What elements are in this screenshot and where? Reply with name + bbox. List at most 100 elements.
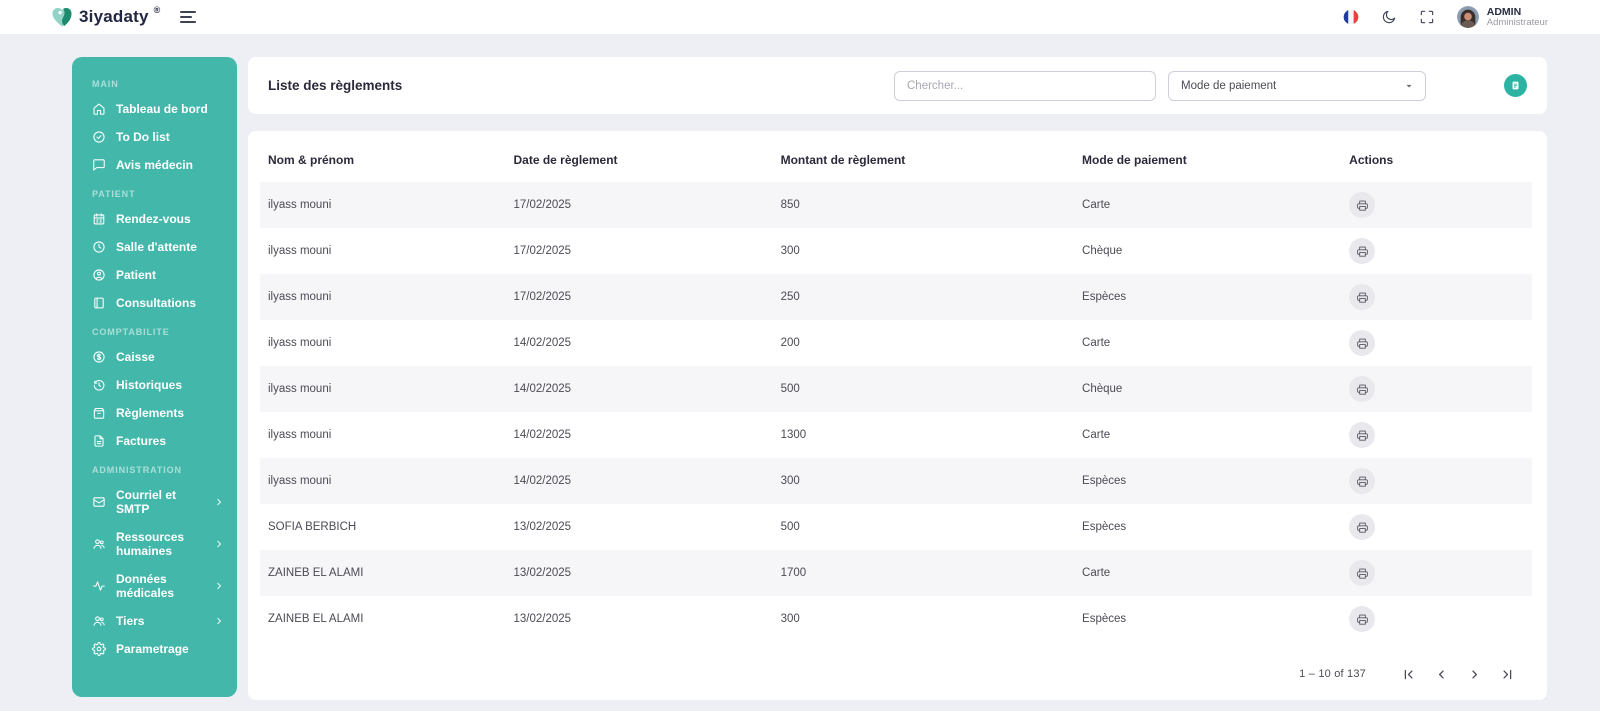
printer-icon (1356, 246, 1368, 257)
sidebar-item-courriel-et-smtp[interactable]: Courriel et SMTP (72, 481, 237, 523)
sidebar-item-label: Tiers (116, 614, 145, 628)
sidebar-item-label: Caisse (116, 350, 155, 364)
export-file-icon (1512, 81, 1519, 90)
sidebar-item-patient[interactable]: Patient (72, 261, 237, 289)
printer-icon (1356, 430, 1368, 441)
table-row: ilyass mouni 17/02/2025 850 Carte (260, 182, 1532, 228)
cell-date: 13/02/2025 (513, 613, 572, 625)
cell-name: ilyass mouni (268, 291, 332, 303)
cell-mode: Espèces (1082, 291, 1127, 303)
sidebar-item-salle-d-attente[interactable]: Salle d'attente (72, 233, 237, 261)
print-button[interactable] (1349, 514, 1376, 540)
payment-mode-select[interactable]: Mode de paiement (1168, 70, 1426, 101)
pagination-range-label: 1 – 10 of 137 (1299, 668, 1366, 680)
sidebar-item-consultations[interactable]: Consultations (72, 289, 237, 317)
topbar: 3iyadaty ® (0, 0, 1600, 34)
print-button[interactable] (1349, 330, 1376, 356)
print-button[interactable] (1349, 560, 1376, 586)
cell-mode: Chèque (1082, 383, 1123, 395)
cell-amount: 300 (780, 613, 800, 625)
archive-icon (92, 406, 106, 420)
sidebar-item-label: Historiques (116, 378, 183, 392)
menu-toggle-button[interactable] (176, 7, 200, 27)
sidebar-item-label: Consultations (116, 296, 196, 310)
table-row: ilyass mouni 14/02/2025 500 Chèque (260, 366, 1532, 412)
fullscreen-icon (1420, 10, 1433, 24)
column-header-montant-de-reglement: Montant de règlement (780, 153, 906, 167)
brand-name: 3iyadaty (79, 7, 149, 26)
people-icon (92, 537, 106, 551)
sidebar-item-donnees-medicales[interactable]: Données médicales (72, 565, 237, 607)
print-button[interactable] (1349, 376, 1376, 402)
sidebar-item-label: To Do list (116, 130, 170, 144)
page-title: Liste des règlements (268, 78, 403, 93)
printer-icon (1356, 384, 1368, 395)
cell-amount: 850 (780, 199, 800, 211)
export-button[interactable] (1504, 74, 1527, 97)
chevron-right-icon (1472, 669, 1477, 679)
first-page-button[interactable] (1392, 660, 1425, 688)
last-page-button[interactable] (1491, 660, 1524, 688)
cell-date: 14/02/2025 (513, 383, 572, 395)
print-button[interactable] (1349, 606, 1376, 632)
sidebar-item-label: Avis médecin (116, 158, 193, 172)
cell-amount: 250 (780, 291, 800, 303)
printer-icon (1356, 522, 1368, 533)
cell-mode: Chèque (1082, 245, 1123, 257)
printer-icon (1356, 200, 1368, 211)
sidebar-item-parametrage[interactable]: Parametrage (72, 635, 237, 663)
chevron-right-icon (214, 616, 224, 626)
sidebar-item-to-do-list[interactable]: To Do list (72, 123, 237, 151)
table-row: ilyass mouni 17/02/2025 300 Chèque (260, 228, 1532, 274)
sidebar-item-label: Courriel et SMTP (116, 488, 177, 516)
chevron-right-icon (214, 497, 224, 507)
sidebar-item-label: Salle d'attente (116, 240, 197, 254)
fullscreen-button[interactable] (1419, 9, 1435, 25)
nav-section-label-patient: PATIENT (92, 189, 136, 199)
dollar-circle-icon (92, 350, 106, 364)
sidebar-item-ressources-humaines[interactable]: Ressources humaines (72, 523, 237, 565)
sidebar-item-tableau-de-bord[interactable]: Tableau de bord (72, 95, 237, 123)
language-flag-button[interactable] (1343, 9, 1359, 25)
cell-mode: Carte (1082, 337, 1111, 349)
cell-actions (1341, 550, 1532, 596)
print-button[interactable] (1349, 238, 1376, 264)
mail-icon (92, 495, 106, 509)
cell-date: 17/02/2025 (513, 199, 572, 211)
dark-mode-toggle[interactable] (1381, 9, 1397, 25)
cell-actions (1341, 320, 1532, 366)
nav-section-label-administration: ADMINISTRATION (92, 465, 182, 475)
sidebar-item-reglements[interactable]: Règlements (72, 399, 237, 427)
cell-name: ilyass mouni (268, 475, 332, 487)
cell-mode: Carte (1082, 199, 1111, 211)
cell-name: ilyass mouni (268, 199, 332, 211)
sidebar-item-tiers[interactable]: Tiers (72, 607, 237, 635)
previous-page-button[interactable] (1425, 660, 1458, 688)
cell-actions (1341, 182, 1532, 228)
cell-mode: Carte (1082, 429, 1111, 441)
next-page-button[interactable] (1458, 660, 1491, 688)
payments-table: Nom & prénom Date de règlement Montant de … (260, 145, 1532, 642)
table-row: ZAINEB EL ALAMI 13/02/2025 300 Espèces (260, 596, 1532, 642)
print-button[interactable] (1349, 284, 1376, 310)
cell-date: 14/02/2025 (513, 337, 572, 349)
sidebar-item-caisse[interactable]: Caisse (72, 343, 237, 371)
user-menu[interactable]: ADMIN Administrateur (1456, 6, 1548, 29)
sidebar-item-historiques[interactable]: Historiques (72, 371, 237, 399)
topbar-actions: ADMIN Administrateur (1343, 6, 1548, 29)
sidebar-item-avis-medecin[interactable]: Avis médecin (72, 151, 237, 179)
cell-date: 13/02/2025 (513, 567, 572, 579)
check-circle-icon (92, 130, 106, 144)
cell-date: 14/02/2025 (513, 429, 572, 441)
brand-logo-icon (50, 5, 74, 29)
first-page-icon (1404, 669, 1413, 679)
print-button[interactable] (1349, 422, 1376, 448)
sidebar-item-label: Ressources humaines (116, 530, 185, 558)
search-input[interactable] (894, 70, 1156, 101)
print-button[interactable] (1349, 468, 1376, 494)
sidebar-item-rendez-vous[interactable]: Rendez-vous (72, 205, 237, 233)
sidebar-item-factures[interactable]: Factures (72, 427, 237, 455)
cell-date: 14/02/2025 (513, 475, 572, 487)
print-button[interactable] (1349, 192, 1376, 218)
cell-amount: 200 (780, 337, 800, 349)
